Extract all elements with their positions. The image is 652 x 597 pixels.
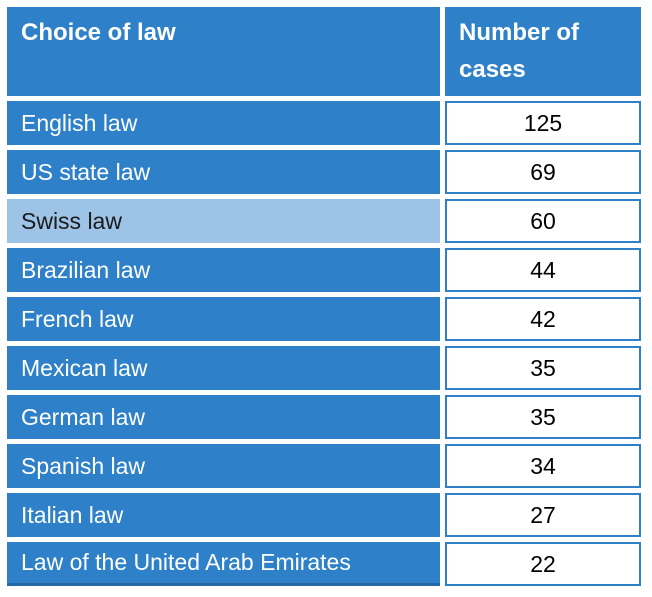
table-row: Swiss law 60: [7, 199, 641, 243]
cases-count-cell: 60: [445, 199, 641, 243]
law-name-cell: English law: [7, 101, 440, 145]
table-row: Italian law 27: [7, 493, 641, 537]
table-row: Mexican law 35: [7, 346, 641, 390]
table-row: German law 35: [7, 395, 641, 439]
law-name-cell: US state law: [7, 150, 440, 194]
cases-count-cell: 34: [445, 444, 641, 488]
law-name-cell: Mexican law: [7, 346, 440, 390]
table-row: English law 125: [7, 101, 641, 145]
cases-count-cell: 69: [445, 150, 641, 194]
table-row: Spanish law 34: [7, 444, 641, 488]
law-name-cell: Spanish law: [7, 444, 440, 488]
cases-count-cell: 42: [445, 297, 641, 341]
table-row: Law of the United Arab Emirates 22: [7, 542, 641, 586]
law-name-cell: Law of the United Arab Emirates: [7, 542, 440, 586]
table-row: Brazilian law 44: [7, 248, 641, 292]
header-row: Choice of law Number of cases: [7, 7, 641, 96]
law-name-cell: Brazilian law: [7, 248, 440, 292]
law-name-cell: German law: [7, 395, 440, 439]
cases-count-cell: 27: [445, 493, 641, 537]
table-body: English law 125 US state law 69 Swiss law 60 B…: [7, 101, 641, 586]
cases-count-cell: 35: [445, 346, 641, 390]
choice-of-law-table: Choice of law Number of cases English la…: [2, 2, 646, 591]
cases-count-cell: 35: [445, 395, 641, 439]
law-name-cell: Swiss law: [7, 199, 440, 243]
table-row: French law 42: [7, 297, 641, 341]
header-number-of-cases: Number of cases: [445, 7, 641, 96]
cases-count-cell: 22: [445, 542, 641, 586]
law-name-cell: French law: [7, 297, 440, 341]
cases-count-cell: 44: [445, 248, 641, 292]
table-row: US state law 69: [7, 150, 641, 194]
law-name-cell: Italian law: [7, 493, 440, 537]
cases-count-cell: 125: [445, 101, 641, 145]
header-choice-of-law: Choice of law: [7, 7, 440, 96]
